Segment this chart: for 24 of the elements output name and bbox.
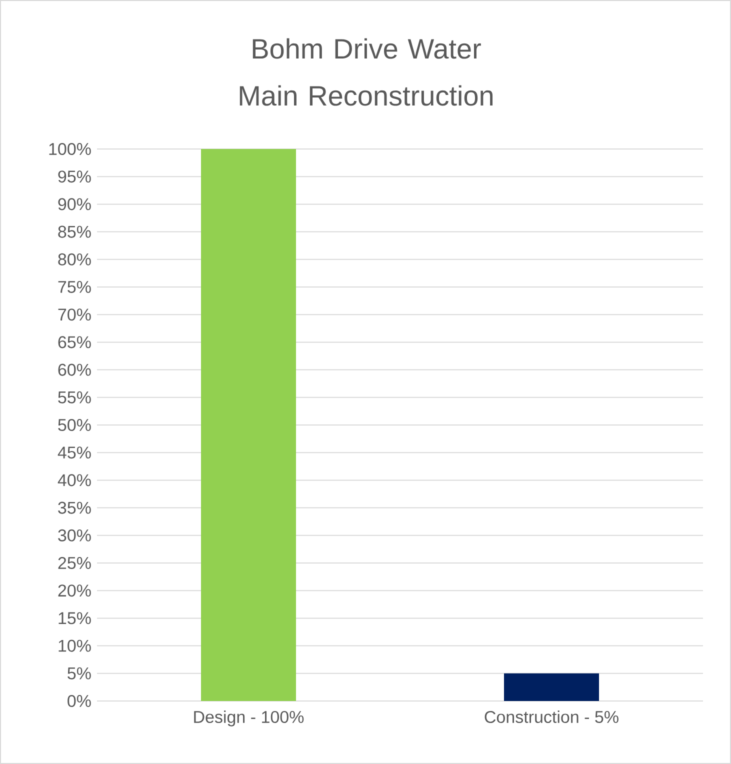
y-tick-label: 55% xyxy=(58,391,91,404)
y-tick-label: 10% xyxy=(58,640,91,652)
y-tick-label: 40% xyxy=(58,474,91,486)
y-tick-label: 65% xyxy=(58,336,91,348)
y-tick-label: 85% xyxy=(58,226,91,238)
y-tick-label: 80% xyxy=(58,253,91,266)
y-tick-label: 60% xyxy=(58,364,91,376)
y-tick-label: 30% xyxy=(58,529,91,542)
y-tick-label: 5% xyxy=(68,667,91,680)
y-tick-label: 95% xyxy=(58,170,91,183)
x-tick-label: Design - 100% xyxy=(194,710,304,726)
y-tick-label: 20% xyxy=(58,584,91,597)
y-tick-label: 70% xyxy=(58,308,91,321)
chart-title: Bohm Drive Water Main Reconstruction xyxy=(240,38,493,106)
y-tick-label: 35% xyxy=(58,502,91,514)
y-tick-label: 100% xyxy=(49,142,91,156)
x-tick-label: Construction - 5% xyxy=(484,710,618,724)
y-tick-label: 50% xyxy=(58,418,91,432)
y-tick-label: 90% xyxy=(58,198,91,210)
y-tick-label: 0% xyxy=(68,694,91,708)
y-tick-label: 15% xyxy=(58,612,91,624)
y-tick-label: 45% xyxy=(58,446,91,459)
y-tick-label: 25% xyxy=(58,556,91,570)
y-tick-label: 75% xyxy=(58,281,91,293)
